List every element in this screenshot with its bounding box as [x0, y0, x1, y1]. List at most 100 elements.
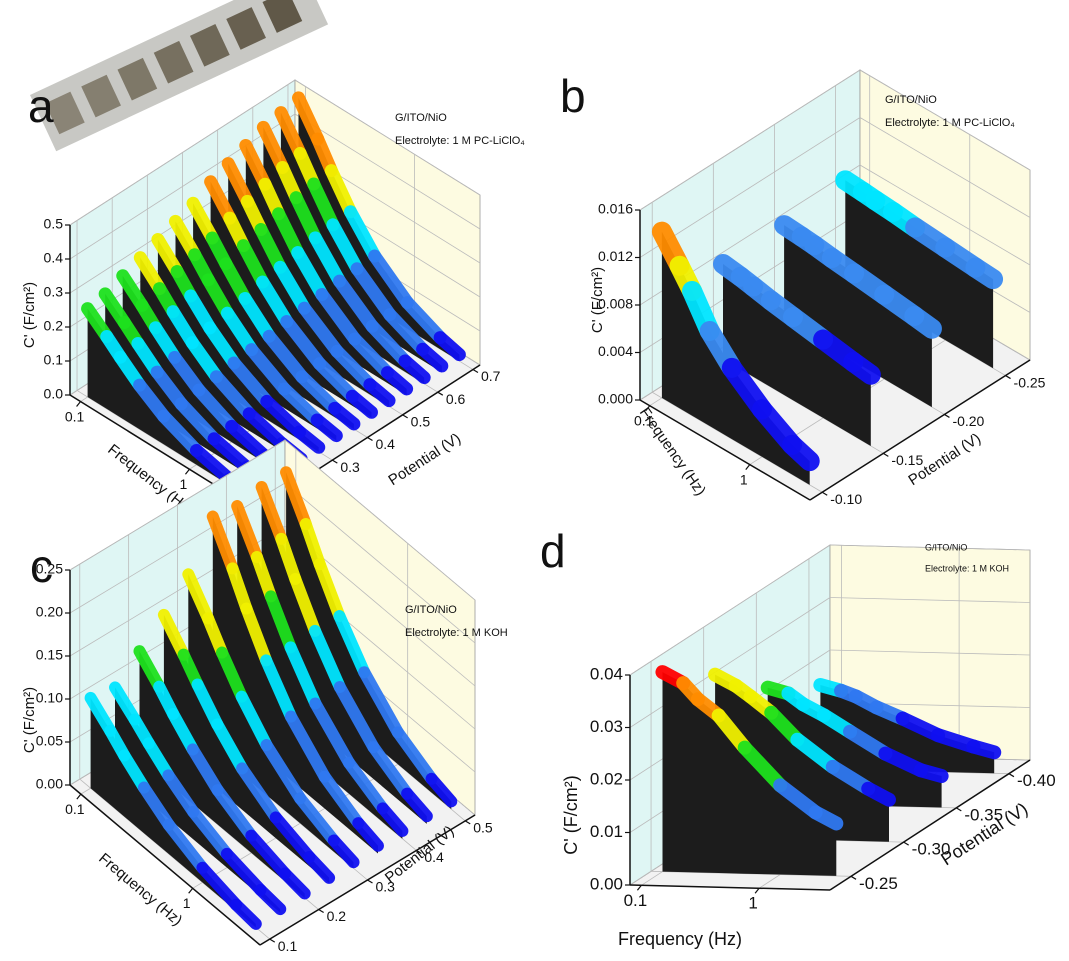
ribbon-segment [295, 370, 342, 415]
y-tick-label: 0.016 [598, 201, 633, 217]
grid-line [829, 597, 1031, 603]
x-axis [639, 399, 811, 501]
z-tick-label: -0.25 [859, 874, 898, 893]
ribbon-segment [133, 645, 166, 693]
z-tick-label: -0.35 [964, 805, 1003, 824]
tick-mark [76, 793, 82, 800]
grid-line [829, 544, 1031, 551]
annotation: G/ITO/NiO [885, 94, 937, 106]
ribbon-segment [310, 413, 343, 443]
z-tick-label: 0.3 [376, 879, 396, 895]
ribbon-segment [808, 805, 844, 831]
ribbon-segment [207, 432, 254, 474]
tick-mark [318, 909, 324, 914]
grid-line [639, 69, 861, 211]
grid-line [639, 117, 861, 258]
tick-mark [636, 884, 642, 891]
ribbon-segment [182, 568, 215, 625]
ribbon-segment [221, 157, 254, 208]
ribbon-segment [365, 319, 412, 368]
ribbon-segment [324, 164, 357, 219]
ribbon-segment [280, 466, 312, 531]
ribbon-segment [142, 737, 175, 782]
panel-label: b [560, 70, 586, 122]
panel: 0.00 0.01 0.02 0.03 0.04 0.1 1 -0.25 -0.30 -0.35-… [540, 525, 1056, 949]
ribbon-segment [216, 646, 248, 703]
photo-cell [117, 57, 158, 101]
ribbon-segment [220, 847, 267, 896]
tick-mark [269, 938, 276, 943]
y-tick-label: 0.04 [590, 664, 623, 683]
photo-cell [226, 7, 266, 50]
ribbon-segment [284, 641, 322, 710]
ribbon-segment [150, 365, 188, 411]
ribbon-segment [133, 378, 171, 423]
ribbon-segment [303, 850, 336, 884]
ribbon-segment [203, 321, 241, 370]
panel-label: a [28, 80, 54, 132]
ribbon-segment [274, 106, 307, 160]
ribbon-segment [211, 718, 249, 775]
ribbon-shadow [90, 697, 256, 928]
ribbon-segment [220, 306, 259, 357]
ribbon-segment [242, 407, 289, 451]
ribbon-segment [782, 434, 820, 472]
ribbon-segment [245, 829, 291, 880]
y-tick-label: 0.00 [36, 776, 63, 792]
grid-line [284, 439, 476, 601]
ribbon-segment [318, 770, 365, 830]
ribbon-segment [254, 883, 287, 916]
ribbon-segment [376, 802, 409, 837]
ribbon-segment [368, 249, 414, 310]
ribbon-segment [299, 518, 326, 571]
x-tick-label: 1 [180, 476, 188, 492]
ribbon-segment [264, 590, 297, 654]
ribbon-segment [185, 336, 223, 384]
ribbon-segment [109, 681, 141, 726]
ribbon-segment [162, 769, 200, 818]
ribbon-segment [400, 296, 447, 345]
ribbon-shadow [723, 264, 871, 446]
ribbon-segment [206, 510, 239, 575]
ribbon-segment [255, 481, 288, 545]
ribbon-segment [256, 275, 294, 329]
ribbon-segment [209, 370, 256, 421]
ribbon-segment [157, 608, 190, 661]
ribbon-segment [425, 772, 458, 808]
tick-mark [903, 841, 909, 846]
ribbon-shadow [87, 308, 249, 497]
y-axis-label: C' (F/cm²) [589, 267, 606, 333]
ribbon-segment [174, 397, 221, 446]
ribbon-segment [966, 739, 1002, 760]
ribbon-shadow [845, 180, 994, 369]
ribbon-segment [219, 257, 252, 305]
ribbon-segment [196, 861, 243, 911]
tick-mark [367, 879, 373, 884]
ribbon-segment [230, 898, 262, 930]
y-tick-label: 0.000 [598, 391, 633, 407]
ribbon-segment [308, 624, 346, 693]
y-tick-label: 0.004 [598, 343, 633, 359]
ribbon-segment [250, 551, 277, 603]
photo-cell [189, 24, 230, 67]
ribbon-segment [313, 558, 346, 623]
grid-line [294, 113, 481, 230]
annotation: Electrolyte: 1 M PC-LiClO₄ [395, 135, 525, 147]
ribbon-segment [168, 350, 206, 397]
ribbon-segment [904, 305, 942, 339]
ribbon-shadow [784, 225, 932, 408]
ribbon-segment [236, 762, 282, 824]
ribbon-segment [345, 389, 378, 419]
ribbon-segment [278, 867, 311, 900]
ribbon-segment [313, 357, 359, 403]
ribbon-segment [277, 382, 324, 427]
ribbon-segment [333, 680, 380, 754]
y-axis-label: C' (F/cm²) [561, 775, 581, 854]
ribbon-segment [326, 218, 364, 276]
z-tick-label: 0.6 [446, 391, 466, 407]
x-tick-label: 0.1 [624, 891, 648, 910]
ribbon-segment [861, 781, 896, 807]
y-tick-label: 0.05 [36, 733, 63, 749]
ribbon-segment [913, 763, 949, 784]
